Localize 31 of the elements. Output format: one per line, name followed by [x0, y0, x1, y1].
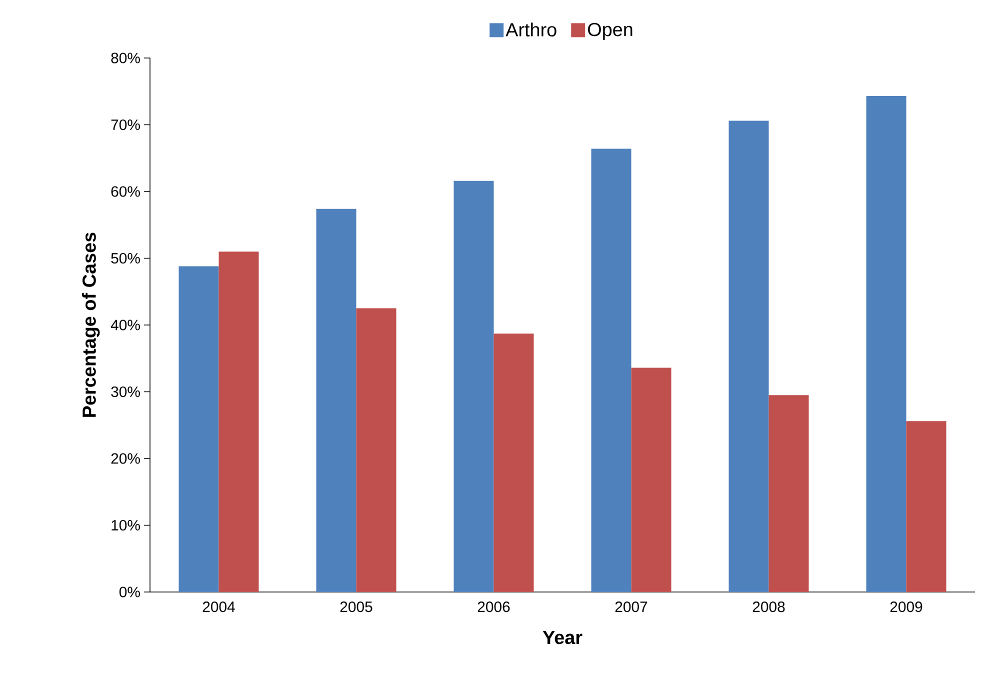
legend-label: Arthro [506, 22, 556, 36]
bar [728, 120, 769, 592]
x-tick-label: 2005 [340, 602, 372, 612]
x-tick-label: 2006 [478, 602, 510, 612]
y-tick-label: 40% [110, 320, 140, 330]
y-axis-title: Percentage of Cases [82, 232, 100, 417]
y-tick-label: 80% [111, 52, 140, 64]
bar [356, 308, 396, 592]
y-tick-label: 70% [111, 119, 140, 130]
y-tick-label: 30% [111, 386, 140, 398]
y-tick-label: 60% [111, 186, 140, 197]
x-tick-label: 2009 [890, 602, 922, 612]
bar [316, 208, 356, 592]
x-tick-label: 2004 [202, 602, 235, 612]
bar [454, 180, 494, 592]
bar [631, 368, 672, 592]
x-axis-title: Year [542, 630, 582, 644]
bar [866, 96, 906, 592]
bar [906, 421, 946, 592]
y-tick-label: 10% [112, 520, 140, 531]
bar [178, 266, 219, 592]
y-tick-label: 50% [111, 252, 140, 264]
bar [591, 148, 632, 592]
y-tick-label: 0% [119, 586, 140, 598]
x-tick-label: 2008 [752, 602, 785, 612]
bar [218, 252, 259, 592]
bar [768, 395, 809, 592]
x-tick-label: 2007 [615, 602, 648, 612]
y-tick-label: 20% [111, 453, 140, 464]
bar [494, 334, 534, 592]
legend-label: Open [588, 22, 632, 40]
